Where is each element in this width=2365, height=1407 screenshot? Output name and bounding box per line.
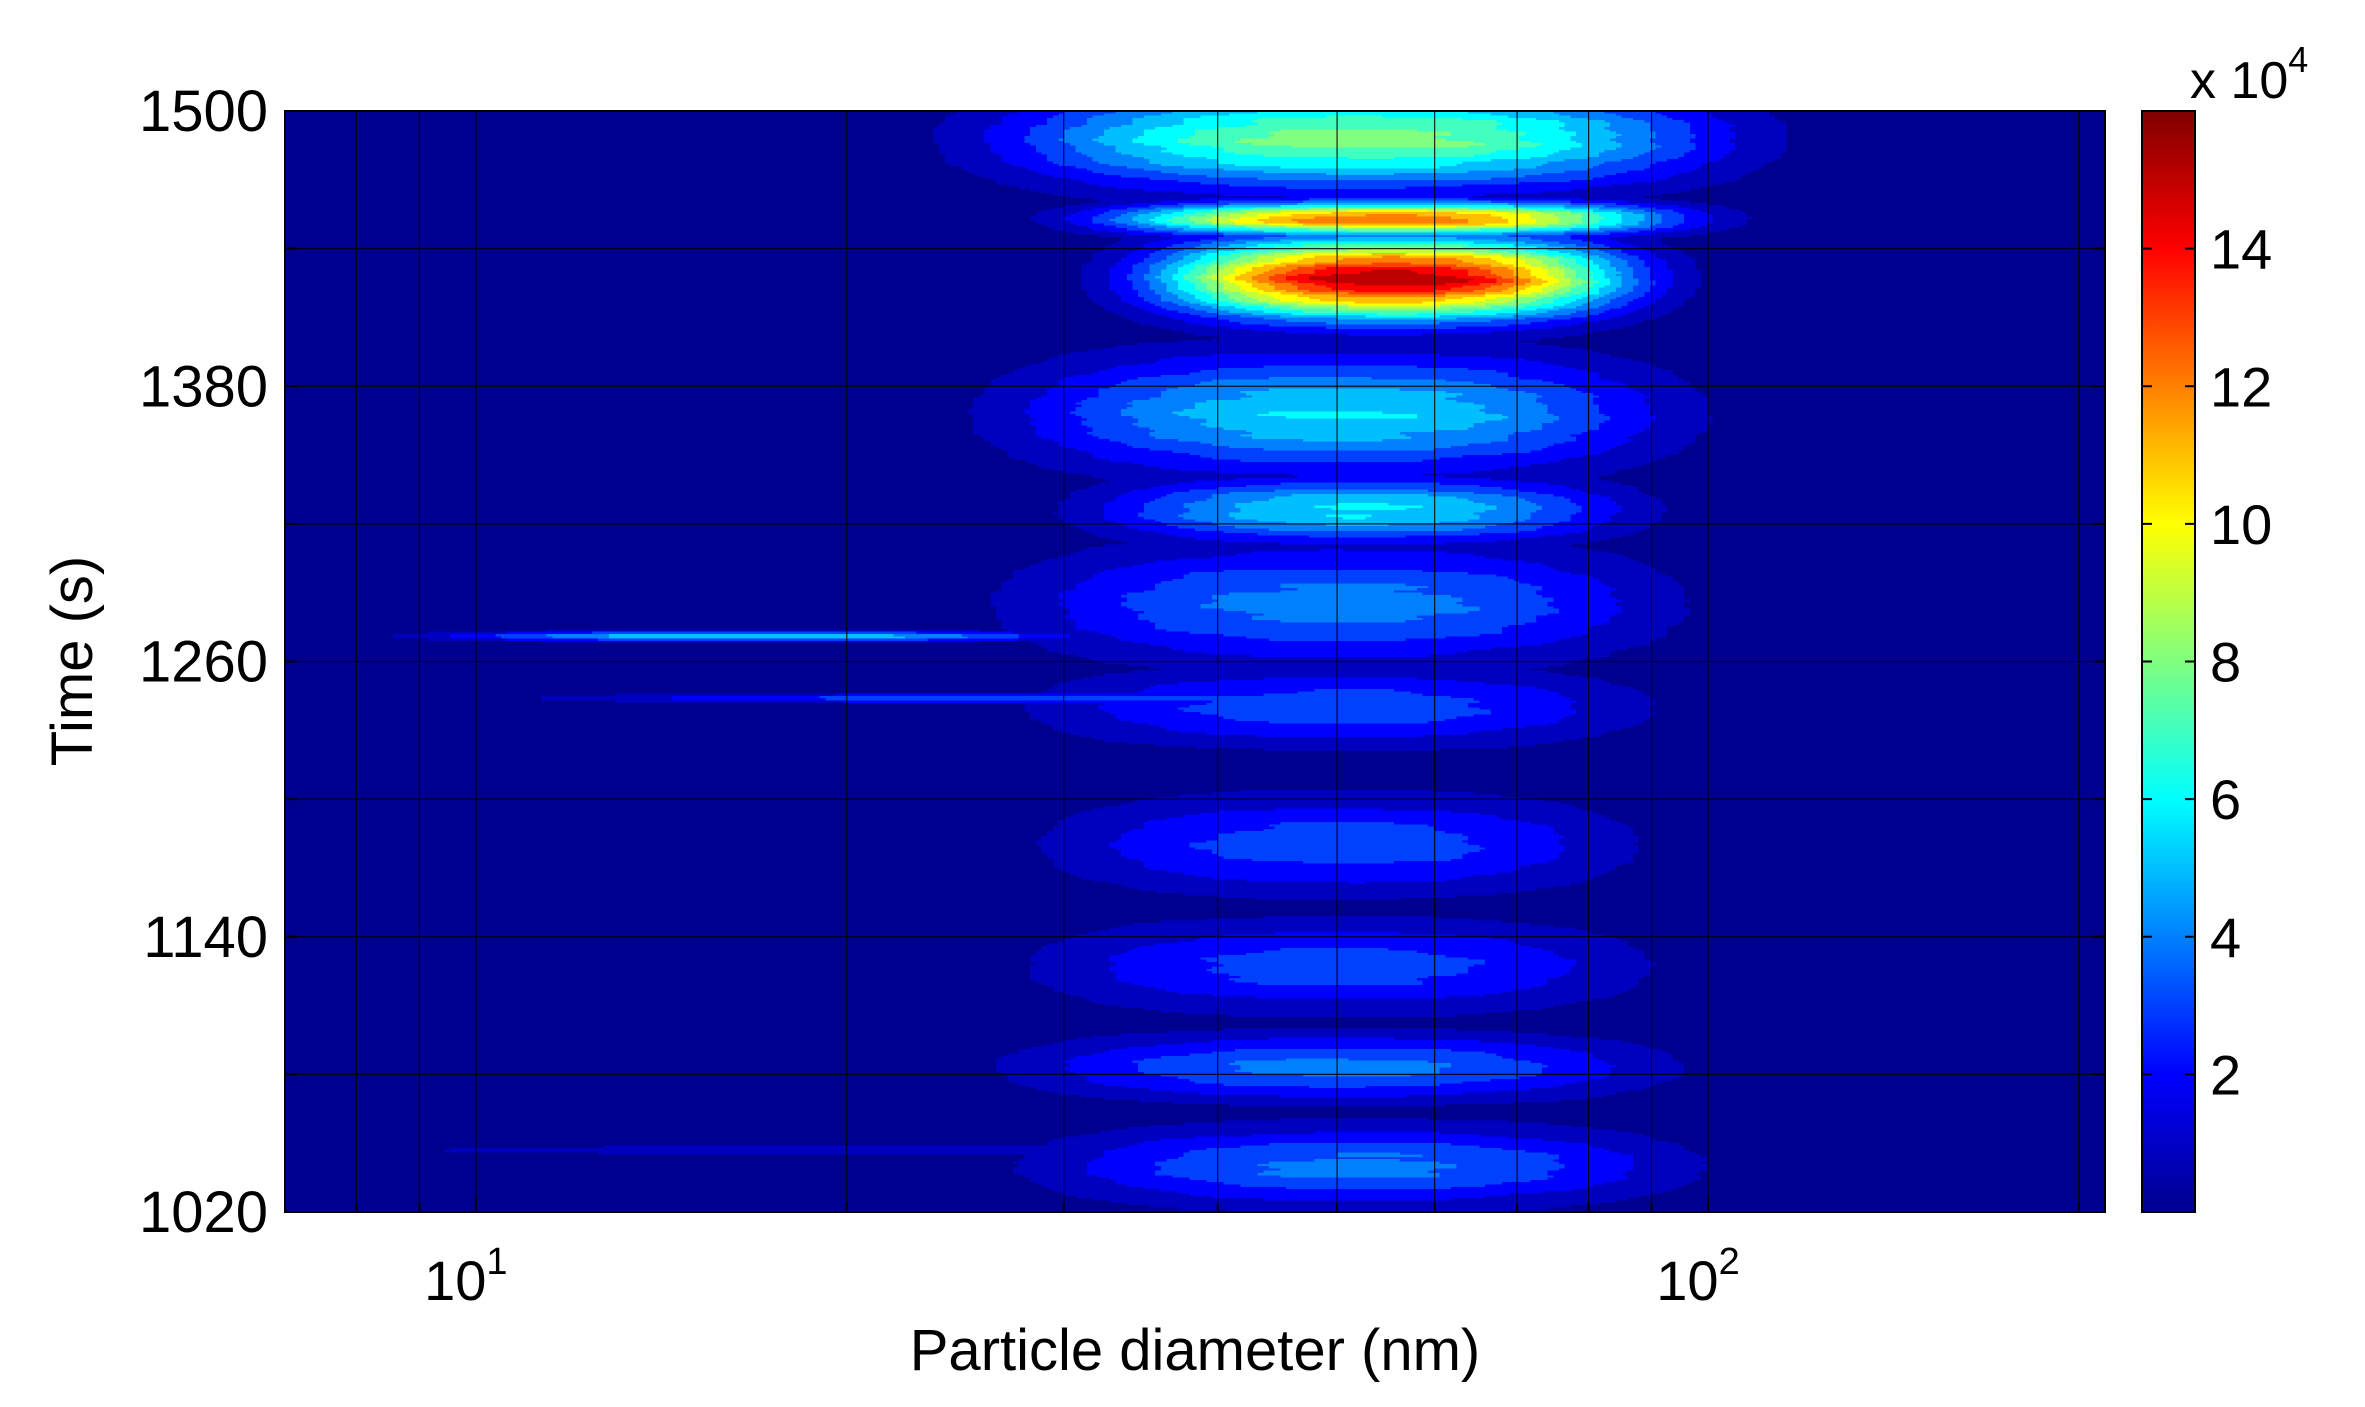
x-axis-label: Particle diameter (nm) bbox=[910, 1318, 1480, 1383]
x-tick-labels: 101 102 bbox=[424, 1241, 1740, 1312]
grid-lines bbox=[285, 111, 2105, 1212]
contour-plot-area bbox=[284, 110, 2106, 1213]
colorbar-multiplier-exponent: 4 bbox=[2288, 39, 2308, 80]
contour-fill bbox=[1308, 269, 1474, 286]
y-tick-label: 1020 bbox=[139, 1180, 268, 1245]
colorbar-tick-label: 14 bbox=[2210, 218, 2272, 281]
y-tick-labels: 1020 1140 1260 1380 1500 bbox=[139, 79, 268, 1245]
contour-level-15 bbox=[1308, 269, 1474, 286]
x-tick-label: 101 bbox=[424, 1241, 507, 1312]
y-tick-label: 1140 bbox=[143, 905, 268, 970]
x-tick-label: 102 bbox=[1656, 1241, 1739, 1312]
y-tick-label: 1500 bbox=[139, 79, 268, 144]
axis-ticks bbox=[284, 110, 2105, 1213]
colorbar-ticks: 2 4 6 8 10 12 14 bbox=[2142, 218, 2272, 1106]
colorbar-tick-label: 6 bbox=[2210, 768, 2241, 831]
colorbar-tick-label: 12 bbox=[2210, 355, 2272, 418]
colorbar-tick-label: 8 bbox=[2210, 631, 2241, 694]
y-tick-label: 1380 bbox=[139, 354, 268, 419]
colorbar-tick-label: 4 bbox=[2210, 906, 2241, 969]
colorbar-tick-label: 2 bbox=[2210, 1043, 2241, 1106]
y-axis-label: Time (s) bbox=[40, 556, 105, 766]
colorbar-multiplier: x 104 bbox=[2190, 39, 2308, 110]
y-tick-label: 1260 bbox=[139, 630, 268, 695]
colorbar-tick-label: 10 bbox=[2210, 493, 2272, 556]
colorbar-multiplier-base: x 10 bbox=[2190, 52, 2288, 110]
